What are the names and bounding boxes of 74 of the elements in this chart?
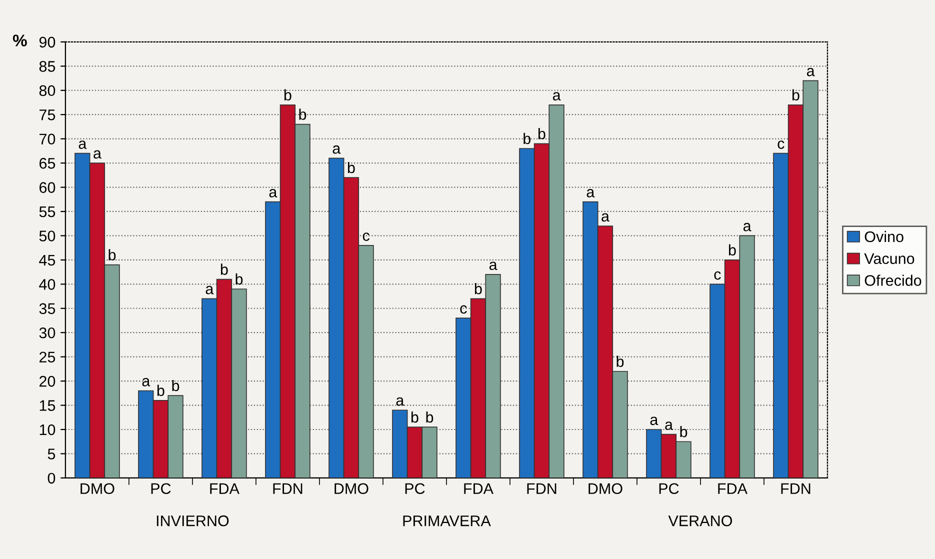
- data-label: c: [714, 271, 721, 280]
- data-label: a: [552, 92, 561, 100]
- data-label: b: [426, 411, 434, 423]
- y-tick-label: 25: [40, 352, 56, 363]
- data-label: c: [460, 305, 467, 314]
- data-label: b: [157, 384, 164, 396]
- data-label: a: [602, 213, 610, 222]
- data-label: b: [474, 283, 482, 294]
- legend-label: Ovino: [864, 230, 904, 242]
- y-tick-label: 5: [48, 448, 56, 460]
- data-label: c: [778, 140, 784, 149]
- data-label: b: [524, 132, 531, 144]
- data-label: b: [108, 249, 116, 260]
- y-tick-label: 75: [40, 110, 56, 120]
- data-label: a: [142, 378, 150, 386]
- x-tick-label: FDN: [527, 483, 556, 494]
- x-tick-label: FDN: [781, 483, 810, 494]
- x-tick-label: DMO: [334, 483, 368, 494]
- data-label: a: [332, 145, 341, 154]
- y-tick-label: 35: [39, 303, 56, 314]
- data-label: a: [206, 286, 214, 294]
- data-label: b: [538, 128, 546, 140]
- y-axis-title: %: [12, 34, 27, 46]
- data-label: a: [94, 150, 102, 159]
- data-label: b: [220, 264, 228, 275]
- y-tick-label: 10: [40, 424, 56, 436]
- data-label: c: [362, 232, 370, 241]
- data-label: a: [665, 422, 673, 430]
- x-tick-label: FDA: [210, 483, 240, 494]
- x-tick-label: FDN: [273, 483, 302, 494]
- data-label: b: [616, 356, 624, 367]
- data-label: b: [172, 380, 180, 392]
- x-tick-label: PC: [659, 483, 679, 494]
- y-tick-label: 50: [39, 230, 56, 242]
- x-tick-label: PC: [151, 483, 171, 494]
- data-label: b: [284, 89, 292, 100]
- y-tick-label: 30: [39, 327, 56, 338]
- data-label: a: [586, 189, 595, 198]
- x-tick-label: DMO: [588, 483, 622, 494]
- y-tick-label: 45: [39, 254, 56, 266]
- data-label: b: [680, 426, 688, 438]
- y-tick-label: 0: [48, 472, 56, 484]
- data-label: b: [299, 108, 306, 120]
- data-label: a: [806, 68, 815, 76]
- y-tick-label: 80: [39, 85, 56, 96]
- y-tick-label: 90: [39, 36, 56, 48]
- y-tick-label: 55: [39, 206, 56, 218]
- text: PRIMAVERA: [403, 516, 491, 526]
- data-label: a: [269, 189, 278, 198]
- data-label: b: [236, 273, 243, 285]
- data-label: b: [792, 89, 800, 100]
- data-label: a: [743, 222, 752, 232]
- y-tick-label: 60: [40, 182, 56, 193]
- data-label: b: [728, 244, 736, 256]
- y-tick-label: 20: [40, 376, 56, 387]
- data-label: a: [489, 262, 498, 270]
- data-label: a: [396, 397, 404, 406]
- data-label: b: [348, 162, 355, 174]
- x-tick-label: PC: [405, 483, 425, 494]
- x-tick-label: DMO: [80, 483, 114, 494]
- legend-label: Ofrecido: [864, 274, 922, 286]
- data-label: a: [78, 140, 87, 149]
- x-tick-label: FDA: [718, 483, 748, 494]
- legend-label: Vacuno: [864, 253, 914, 264]
- data-label: b: [411, 411, 418, 423]
- text: VERANO: [668, 515, 732, 526]
- y-tick-label: 15: [40, 400, 56, 411]
- data-label: a: [650, 416, 658, 426]
- y-tick-label: 85: [39, 61, 56, 72]
- text: INVIERNO: [156, 515, 229, 526]
- x-tick-label: FDA: [464, 483, 494, 494]
- y-tick-label: 65: [40, 158, 56, 169]
- y-tick-label: 40: [39, 279, 56, 290]
- y-tick-label: 70: [40, 134, 56, 145]
